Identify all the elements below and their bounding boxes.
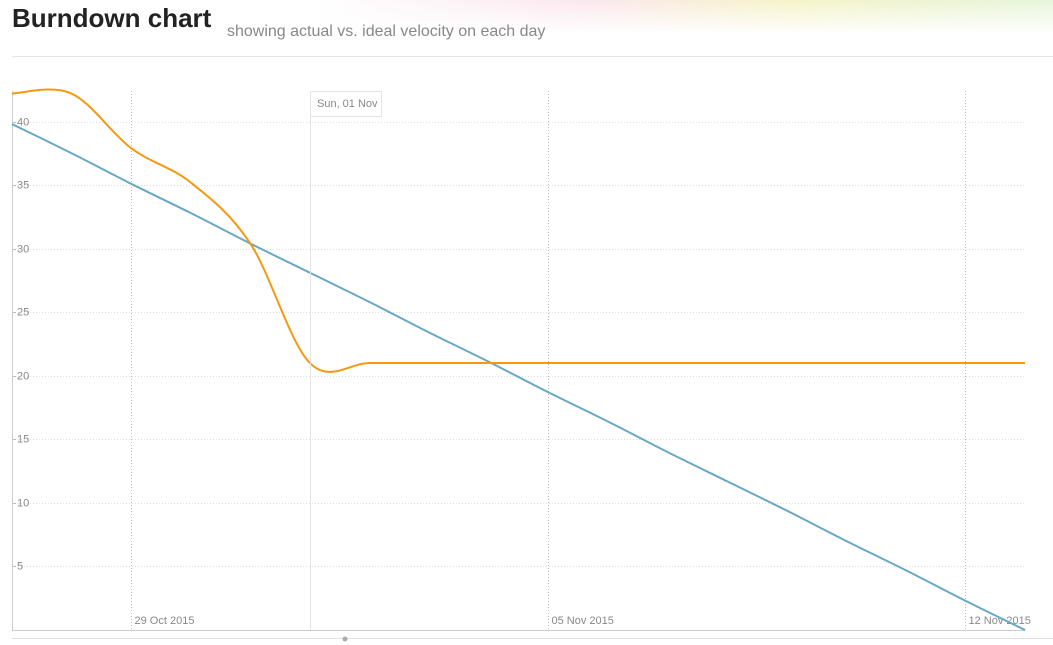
y-tick-label: 10 bbox=[17, 497, 29, 509]
header-fade bbox=[0, 0, 1053, 34]
series-line bbox=[11, 88, 1025, 373]
scroll-handle[interactable] bbox=[342, 636, 348, 642]
plot-area: 5 10 15 20 25 30 35 40 29 Oct 2015 05 Nov 2015 12 … bbox=[11, 88, 1031, 631]
y-tick-label: 25 bbox=[17, 306, 29, 318]
y-tick-label: 5 bbox=[17, 560, 23, 572]
x-tick-label: 12 Nov 2015 bbox=[969, 615, 1031, 627]
y-tick-label: 20 bbox=[17, 370, 29, 382]
y-tick-label: 15 bbox=[17, 433, 29, 445]
series-line bbox=[11, 123, 1026, 631]
x-tick-label: 05 Nov 2015 bbox=[552, 615, 614, 627]
chart-title: Burndown chart bbox=[12, 3, 212, 33]
y-tick-label: 40 bbox=[17, 116, 29, 128]
chart-subtitle: showing actual vs. ideal velocity on eac… bbox=[227, 23, 545, 40]
x-tick-label: 29 Oct 2015 bbox=[135, 615, 195, 627]
y-tick-label: 35 bbox=[17, 179, 29, 191]
hover-box bbox=[310, 91, 382, 117]
hover-label: Sun, 01 Nov bbox=[317, 98, 378, 110]
y-tick-label: 30 bbox=[17, 243, 29, 255]
